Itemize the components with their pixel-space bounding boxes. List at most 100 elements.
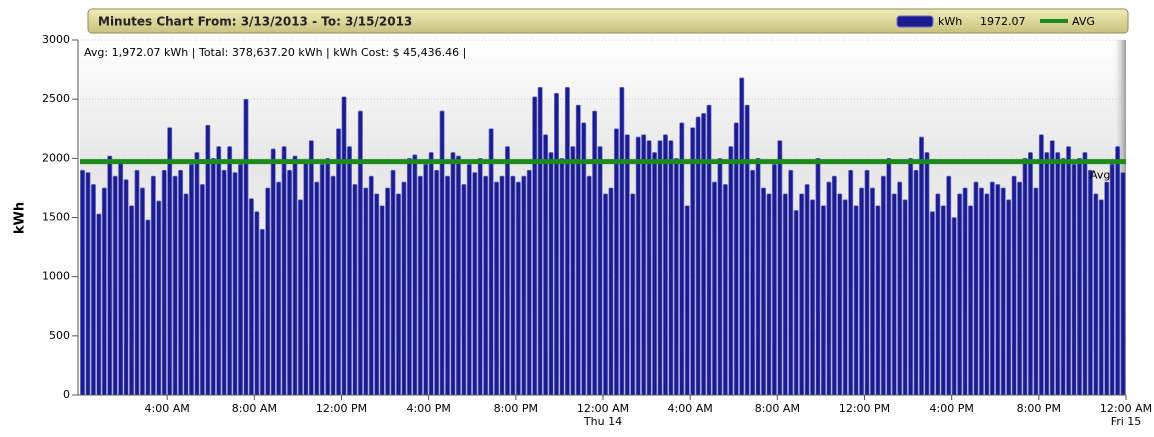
bar: [826, 181, 832, 396]
y-tick-label: 2000: [42, 151, 70, 164]
bar: [755, 157, 761, 396]
bar: [603, 193, 608, 396]
bar: [810, 199, 816, 396]
bar: [515, 181, 521, 396]
bar: [804, 184, 810, 396]
bar: [897, 181, 903, 396]
chart-title: Minutes Chart From: 3/13/2013 - To: 3/15…: [98, 15, 412, 29]
bar: [848, 169, 854, 396]
bar: [178, 169, 184, 396]
bar: [919, 136, 924, 396]
y-tick-label: 1000: [42, 270, 70, 283]
bar: [1109, 163, 1115, 396]
bar: [837, 193, 843, 396]
bar: [929, 211, 935, 396]
bar: [401, 181, 407, 396]
bar: [717, 157, 723, 396]
bar: [287, 169, 293, 396]
bar: [439, 110, 445, 396]
bar: [1098, 199, 1104, 396]
bar: [461, 184, 467, 396]
bar: [472, 172, 478, 396]
bar: [319, 163, 325, 396]
bar: [586, 175, 592, 396]
x-tick-sublabel: Fri 15: [1111, 415, 1142, 428]
bar: [406, 157, 412, 396]
y-tick-label: 500: [49, 329, 70, 342]
bar: [706, 104, 712, 396]
bar: [761, 187, 766, 396]
bar: [1060, 157, 1066, 396]
bar: [466, 163, 472, 396]
bar: [973, 181, 979, 396]
bar: [123, 179, 129, 396]
bar: [570, 146, 576, 396]
bar: [630, 193, 636, 396]
bar: [417, 175, 423, 396]
bar: [205, 124, 211, 396]
bar: [984, 193, 990, 396]
bar: [908, 157, 914, 396]
bar: [815, 157, 821, 396]
bar: [597, 146, 603, 396]
bar: [853, 205, 859, 396]
bar: [172, 175, 178, 396]
bar: [423, 163, 429, 396]
bar: [112, 175, 118, 396]
y-tick-label: 1500: [42, 211, 70, 224]
bar: [684, 205, 690, 396]
bar: [831, 175, 837, 396]
bar: [101, 187, 107, 396]
bar: [183, 193, 189, 396]
bar: [352, 184, 358, 396]
bar: [156, 200, 162, 396]
bar: [788, 169, 794, 396]
bar: [766, 193, 772, 396]
bar: [379, 205, 385, 396]
bar: [864, 169, 870, 396]
bar: [254, 211, 260, 396]
bar: [510, 175, 516, 396]
bar: [712, 181, 717, 396]
bar: [385, 187, 391, 396]
bar: [695, 116, 701, 396]
bar: [1087, 169, 1093, 396]
bar: [297, 199, 303, 396]
legend-swatch: [896, 15, 934, 28]
bar: [374, 193, 380, 396]
bar: [1022, 157, 1028, 396]
x-tick-label: 8:00 AM: [232, 402, 277, 415]
bar: [139, 187, 145, 396]
bar: [107, 155, 113, 396]
bar: [346, 146, 352, 396]
bar: [924, 152, 930, 396]
bar: [477, 157, 483, 396]
bar: [221, 169, 227, 396]
bar: [1104, 181, 1110, 396]
bar: [90, 184, 96, 396]
bar: [690, 127, 696, 396]
bar: [978, 187, 984, 396]
bar: [161, 169, 167, 396]
bar: [526, 169, 532, 396]
bar: [210, 157, 216, 396]
bar: [1049, 140, 1055, 396]
bar: [722, 184, 728, 396]
bar: [521, 175, 527, 396]
bar: [292, 155, 298, 396]
bar: [145, 219, 151, 396]
bar: [259, 228, 265, 396]
bar: [564, 86, 570, 396]
y-tick-label: 2500: [42, 92, 70, 105]
bar: [575, 104, 581, 396]
bar: [1115, 146, 1121, 396]
y-axis-label: kWh: [13, 202, 28, 234]
bar: [537, 86, 543, 396]
bar: [946, 175, 952, 396]
bar: [227, 146, 233, 396]
bar: [951, 217, 957, 396]
bar: [744, 104, 750, 396]
x-tick-label: 12:00 PM: [839, 402, 890, 415]
bar: [624, 134, 630, 396]
bar: [820, 205, 826, 396]
